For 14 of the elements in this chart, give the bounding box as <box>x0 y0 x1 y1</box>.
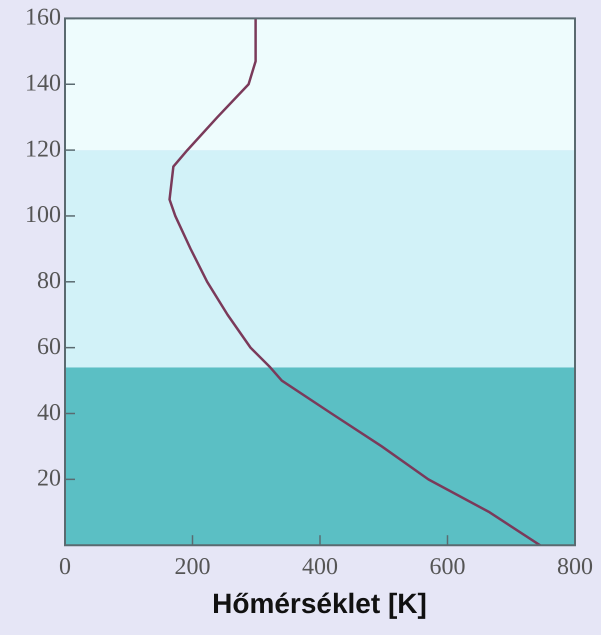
x-tick-label: 0 <box>59 554 71 580</box>
y-tick-label: 120 <box>25 136 61 162</box>
x-tick-label: 400 <box>302 554 338 580</box>
y-tick-label: 20 <box>37 466 61 492</box>
y-tick-label: 60 <box>37 334 61 360</box>
y-tick-label: 100 <box>25 202 61 228</box>
y-tick-label: 40 <box>37 400 61 426</box>
x-axis-title: Hőmérséklet [K] <box>211 588 428 620</box>
x-tick-label: 200 <box>174 554 210 580</box>
x-tick-label: 800 <box>557 554 593 580</box>
y-tick-label: 160 <box>25 4 61 31</box>
y-tick-label: 140 <box>25 70 61 97</box>
y-tick-label: 80 <box>37 268 61 294</box>
x-tick-label: 600 <box>430 554 466 580</box>
